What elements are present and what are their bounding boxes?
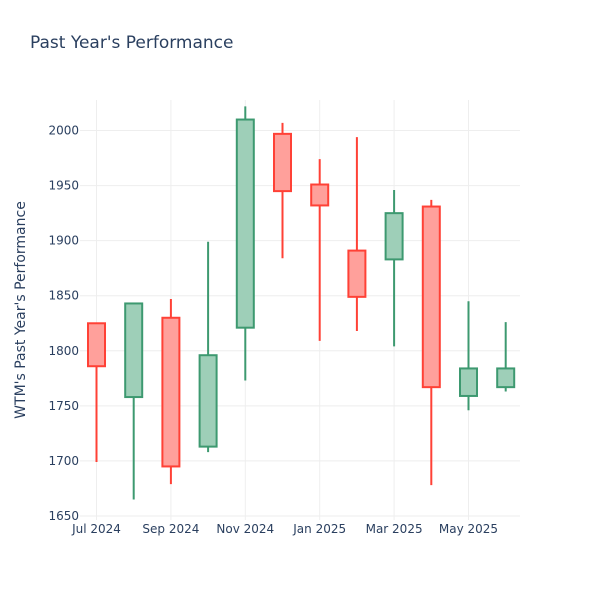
candle-body bbox=[235, 118, 255, 329]
y-tick-label: 1850 bbox=[48, 289, 79, 303]
candle-decreasing bbox=[273, 122, 292, 259]
candle-increasing bbox=[198, 241, 218, 453]
chart-title: Past Year's Performance bbox=[30, 33, 234, 53]
x-tick-label: Jan 2025 bbox=[292, 522, 346, 536]
candle-decreasing bbox=[161, 299, 181, 485]
candle-increasing bbox=[235, 106, 255, 381]
candle-body bbox=[496, 367, 516, 389]
y-tick-label: 1900 bbox=[48, 234, 79, 248]
candle-increasing bbox=[124, 302, 144, 500]
candle-body bbox=[124, 302, 144, 399]
candle-increasing bbox=[384, 190, 404, 347]
y-tick-label: 1700 bbox=[48, 454, 79, 468]
candle-body bbox=[310, 183, 330, 207]
candle-decreasing bbox=[421, 199, 441, 486]
candle-increasing bbox=[496, 322, 516, 392]
y-tick-label: 2000 bbox=[48, 124, 79, 138]
axis-layer: 1650 1700 1750 1800 1850 1900 1950 2000 Jul 2024… bbox=[48, 124, 498, 536]
y-tick-label: 1800 bbox=[48, 344, 79, 358]
candle-body bbox=[161, 316, 181, 468]
candle-decreasing bbox=[347, 137, 367, 331]
candle-body bbox=[198, 354, 218, 448]
candle-body bbox=[347, 249, 367, 298]
candle-decreasing bbox=[87, 322, 106, 463]
y-tick-label: 1650 bbox=[48, 509, 79, 523]
candle-body bbox=[421, 205, 441, 389]
x-tick-label: Jul 2024 bbox=[71, 522, 121, 536]
y-axis-title: WTM's Past Year's Performance bbox=[13, 201, 29, 419]
candle-body bbox=[87, 322, 106, 368]
grid-layer bbox=[80, 100, 520, 520]
candle-layer bbox=[87, 106, 516, 500]
candle-increasing bbox=[459, 301, 478, 411]
x-tick-label: Sep 2024 bbox=[142, 522, 199, 536]
candle-body bbox=[459, 367, 478, 397]
candle-decreasing bbox=[310, 159, 330, 341]
candle-body bbox=[273, 132, 292, 193]
x-tick-label: May 2025 bbox=[439, 522, 498, 536]
y-tick-label: 1750 bbox=[48, 399, 79, 413]
candle-body bbox=[384, 212, 404, 261]
x-tick-label: Nov 2024 bbox=[216, 522, 274, 536]
y-tick-label: 1950 bbox=[48, 179, 79, 193]
x-tick-label: Mar 2025 bbox=[366, 522, 423, 536]
